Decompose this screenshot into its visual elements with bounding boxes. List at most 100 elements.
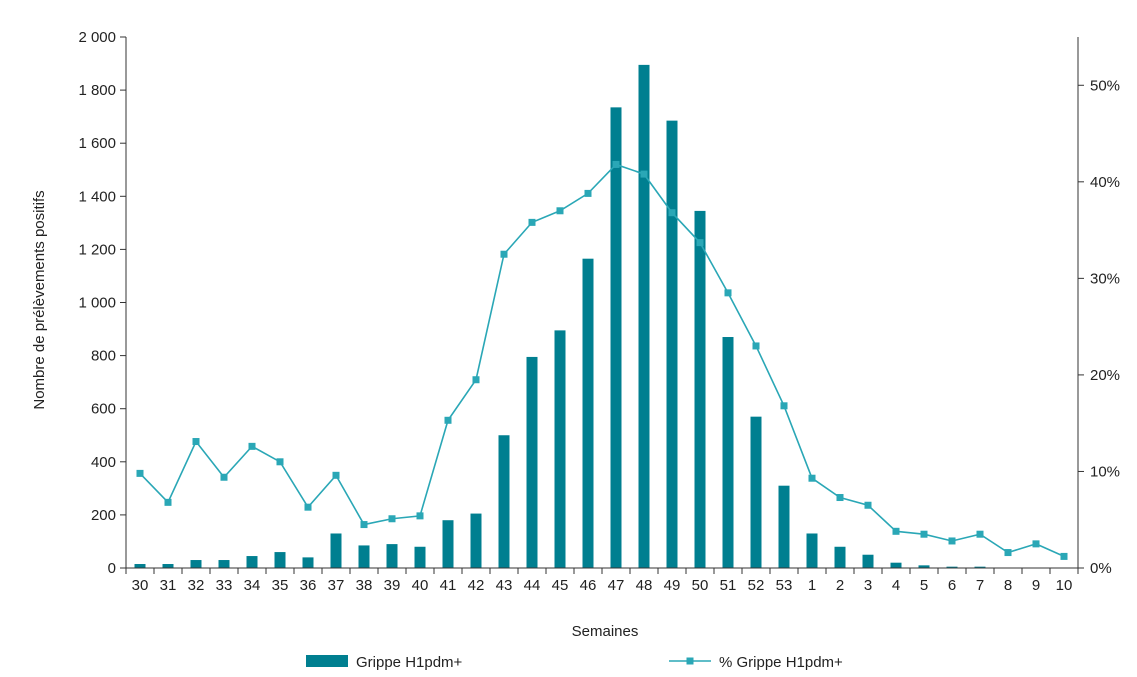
line-point bbox=[332, 471, 340, 479]
y2-tick-label: 40% bbox=[1090, 174, 1120, 191]
x-tick-label: 44 bbox=[524, 577, 541, 594]
y2-tick-label: 20% bbox=[1090, 367, 1120, 384]
bar bbox=[694, 210, 706, 568]
bar bbox=[890, 562, 902, 568]
bar bbox=[778, 485, 790, 568]
bar bbox=[246, 556, 258, 568]
line-point bbox=[444, 416, 452, 424]
y-axis-left: 0 200 400 600 800 1 000 1 200 1 400 1 600 1 800 2 … bbox=[78, 29, 127, 577]
x-tick-label: 47 bbox=[608, 577, 625, 594]
x-tick-label: 31 bbox=[160, 577, 177, 594]
line-point bbox=[1004, 549, 1012, 557]
x-tick-label: 3 bbox=[864, 577, 872, 594]
bar bbox=[414, 546, 426, 568]
line-point bbox=[864, 501, 872, 509]
bar bbox=[386, 544, 398, 568]
x-tick-label: 49 bbox=[664, 577, 681, 594]
bar bbox=[638, 64, 650, 568]
bar bbox=[442, 520, 454, 568]
line-point bbox=[528, 218, 536, 226]
y2-tick-label: 10% bbox=[1090, 463, 1120, 480]
line-point bbox=[1032, 540, 1040, 548]
x-tick-label: 36 bbox=[300, 577, 317, 594]
bar bbox=[358, 545, 370, 568]
line-point bbox=[668, 209, 676, 217]
x-tick-label: 43 bbox=[496, 577, 513, 594]
x-tick-label: 53 bbox=[776, 577, 793, 594]
bar bbox=[610, 107, 622, 569]
y2-tick-label: 0% bbox=[1090, 560, 1112, 577]
x-tick-label: 1 bbox=[808, 577, 816, 594]
line-point bbox=[920, 530, 928, 538]
line-point bbox=[556, 207, 564, 215]
x-tick-label: 8 bbox=[1004, 577, 1012, 594]
x-tick-label: 9 bbox=[1032, 577, 1040, 594]
y-tick-label: 400 bbox=[91, 454, 116, 471]
bar bbox=[274, 552, 286, 568]
x-tick-label: 40 bbox=[412, 577, 429, 594]
x-tick-label: 7 bbox=[976, 577, 984, 594]
line-point bbox=[724, 289, 732, 297]
bar bbox=[862, 554, 874, 568]
bar bbox=[218, 560, 230, 568]
bar bbox=[666, 120, 678, 568]
line-point bbox=[808, 474, 816, 482]
x-tick-label: 39 bbox=[384, 577, 401, 594]
line-point bbox=[164, 498, 172, 506]
legend: Grippe H1pdm+ % Grippe H1pdm+ bbox=[306, 654, 843, 671]
x-tick-label: 6 bbox=[948, 577, 956, 594]
bar bbox=[498, 435, 510, 568]
y-tick-label: 600 bbox=[91, 401, 116, 418]
bar bbox=[190, 560, 202, 568]
line-point bbox=[500, 250, 508, 258]
y-tick-label: 800 bbox=[91, 348, 116, 365]
line-point bbox=[976, 530, 984, 538]
bar bbox=[974, 566, 986, 568]
bar bbox=[470, 513, 482, 568]
line-point bbox=[612, 160, 620, 168]
bar bbox=[134, 564, 146, 568]
y-axis-title: Nombre de prélèvements positifs bbox=[31, 190, 48, 409]
bar bbox=[806, 533, 818, 568]
x-tick-label: 4 bbox=[892, 577, 900, 594]
line-point bbox=[584, 189, 592, 197]
x-tick-label: 38 bbox=[356, 577, 373, 594]
legend-label-bars: Grippe H1pdm+ bbox=[356, 654, 463, 671]
y2-tick-label: 30% bbox=[1090, 270, 1120, 287]
legend-swatch-bars bbox=[306, 655, 348, 667]
line-point bbox=[752, 342, 760, 350]
bar bbox=[582, 258, 594, 568]
line-point bbox=[360, 521, 368, 529]
line-point bbox=[416, 512, 424, 520]
x-axis: 30 31 32 33 34 35 36 37 38 39 40 41 42 43 44 45 46 47 48 49… bbox=[125, 567, 1079, 594]
line-point bbox=[696, 239, 704, 247]
y-tick-label: 1 400 bbox=[78, 188, 116, 205]
x-tick-label: 34 bbox=[244, 577, 261, 594]
legend-swatch-marker bbox=[686, 657, 694, 665]
x-tick-label: 45 bbox=[552, 577, 569, 594]
x-tick-label: 5 bbox=[920, 577, 928, 594]
y2-tick-label: 50% bbox=[1090, 77, 1120, 94]
x-tick-label: 41 bbox=[440, 577, 457, 594]
x-tick-label: 50 bbox=[692, 577, 709, 594]
x-tick-label: 10 bbox=[1056, 577, 1073, 594]
bar bbox=[302, 557, 314, 568]
y-tick-label: 0 bbox=[108, 560, 116, 577]
legend-label-line: % Grippe H1pdm+ bbox=[719, 654, 843, 671]
y-tick-label: 1 200 bbox=[78, 241, 116, 258]
y-tick-label: 2 000 bbox=[78, 29, 116, 46]
x-tick-label: 52 bbox=[748, 577, 765, 594]
x-tick-label: 30 bbox=[132, 577, 149, 594]
bar bbox=[946, 566, 958, 568]
y-axis-right: 0% 10% 20% 30% 40% 50% bbox=[1077, 37, 1120, 577]
x-tick-label: 37 bbox=[328, 577, 345, 594]
bar bbox=[162, 564, 174, 568]
series-line bbox=[139, 163, 1065, 558]
line-point bbox=[304, 503, 312, 511]
line-point bbox=[276, 458, 284, 466]
x-tick-label: 35 bbox=[272, 577, 289, 594]
x-tick-label: 2 bbox=[836, 577, 844, 594]
bar-series bbox=[134, 64, 986, 569]
bar bbox=[918, 565, 930, 568]
